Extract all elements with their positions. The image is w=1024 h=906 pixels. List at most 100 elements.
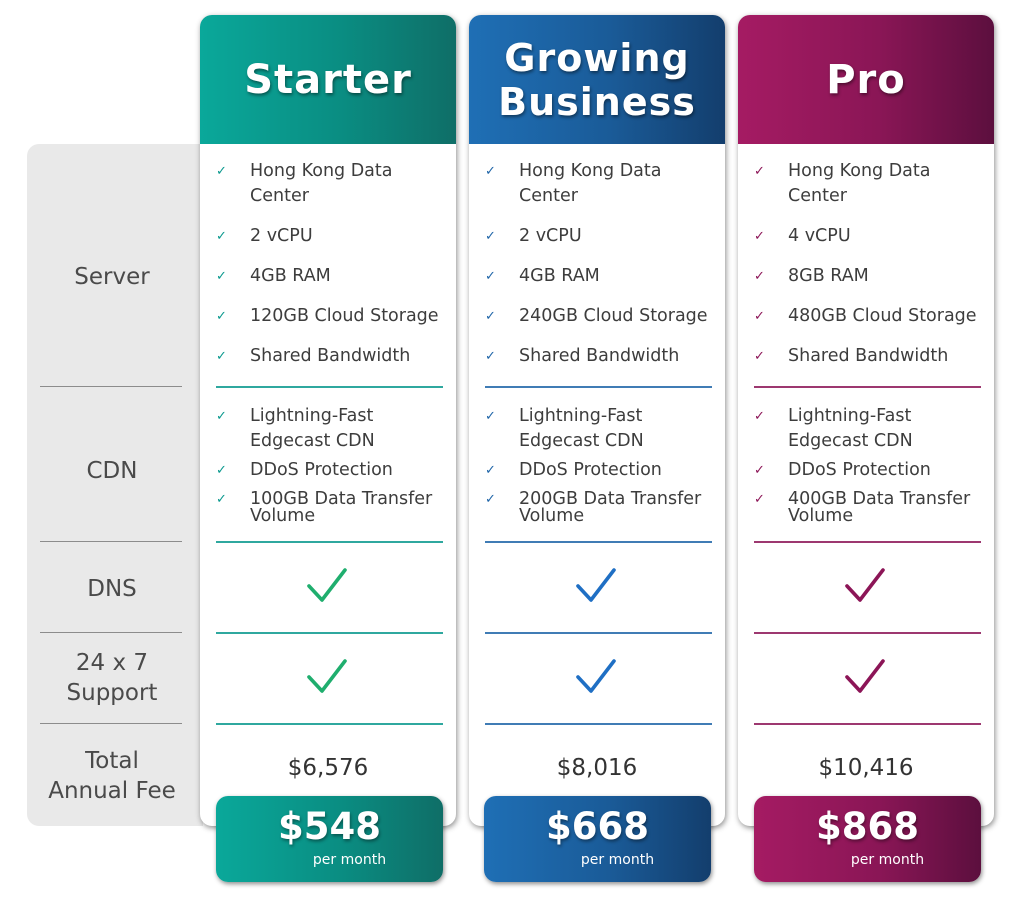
feature-text: DDoS Protection: [788, 460, 931, 480]
check-icon: ✓: [485, 164, 496, 179]
row-divider: [40, 541, 182, 542]
feature-text: 4GB RAM: [519, 266, 600, 286]
dns-check-icon: [576, 568, 616, 602]
check-icon: ✓: [485, 229, 496, 244]
price-amount: $548: [278, 805, 381, 848]
annual-fee-value: $10,416: [818, 755, 914, 781]
plan-card-pro: Pro ✓ Hong Kong Data Center ✓ 4 vCPU ✓ 8GB RAM ✓…: [738, 15, 994, 826]
row-divider: [40, 632, 182, 633]
feature-text: 120GB Cloud Storage: [250, 306, 439, 326]
row-divider: [754, 541, 981, 543]
row-divider: [40, 386, 182, 387]
check-icon: ✓: [216, 349, 227, 364]
row-label-support-line2: Support: [66, 680, 158, 706]
feature-text: 480GB Cloud Storage: [788, 306, 977, 326]
feature-text: Edgecast CDN: [250, 431, 375, 451]
feature-text: 2 vCPU: [519, 226, 582, 246]
dns-check-icon: [307, 568, 347, 602]
feature-text: Volume: [788, 506, 854, 526]
row-divider: [754, 723, 981, 725]
price-period: per month: [312, 852, 387, 868]
row-divider: [216, 723, 443, 725]
check-icon: ✓: [485, 463, 496, 478]
row-label-dns: DNS: [87, 576, 137, 602]
row-label-support-line1: 24 x 7: [75, 650, 149, 676]
feature-text: 240GB Cloud Storage: [519, 306, 708, 326]
check-icon: ✓: [754, 463, 765, 478]
row-divider: [40, 723, 182, 724]
plan-title-header: Starter: [200, 15, 456, 144]
row-divider: [754, 386, 981, 388]
row-labels-panel: Server CDN DNS 24 x 7 Support Total Annu…: [27, 144, 203, 826]
feature-text: Center: [788, 186, 847, 206]
feature-text: Lightning-Fast: [788, 406, 912, 426]
feature-text: Edgecast CDN: [519, 431, 644, 451]
price-amount: $868: [816, 805, 919, 848]
check-icon: ✓: [485, 492, 496, 507]
feature-text: DDoS Protection: [250, 460, 393, 480]
feature-text: Center: [519, 186, 578, 206]
feature-text: 100GB Data Transfer: [250, 489, 433, 509]
check-icon: ✓: [754, 309, 765, 324]
feature-text: DDoS Protection: [519, 460, 662, 480]
feature-text: Hong Kong Data: [519, 161, 662, 181]
feature-text: Volume: [250, 506, 316, 526]
feature-text: Edgecast CDN: [788, 431, 913, 451]
feature-text: 2 vCPU: [250, 226, 313, 246]
price-period: per month: [850, 852, 925, 868]
feature-text: 400GB Data Transfer: [788, 489, 971, 509]
check-icon: ✓: [485, 269, 496, 284]
feature-text: 4GB RAM: [250, 266, 331, 286]
support-check-icon: [576, 659, 616, 693]
row-divider: [216, 386, 443, 388]
row-divider: [485, 632, 712, 634]
support-check-icon: [845, 659, 885, 693]
feature-text: Shared Bandwidth: [788, 346, 949, 366]
check-icon: ✓: [216, 164, 227, 179]
check-icon: ✓: [754, 349, 765, 364]
feature-text: Hong Kong Data: [788, 161, 931, 181]
check-icon: ✓: [216, 269, 227, 284]
check-icon: ✓: [216, 309, 227, 324]
check-icon: ✓: [485, 409, 496, 424]
check-icon: ✓: [754, 229, 765, 244]
feature-text: 4 vCPU: [788, 226, 851, 246]
price-button-starter[interactable]: $548 per month: [216, 796, 443, 882]
check-icon: ✓: [485, 309, 496, 324]
price-button-growing-business[interactable]: $668 per month: [484, 796, 711, 882]
price-period: per month: [580, 852, 655, 868]
row-divider: [485, 541, 712, 543]
feature-text: Shared Bandwidth: [250, 346, 411, 366]
plan-title-line2: Business: [498, 79, 696, 124]
feature-text: Lightning-Fast: [250, 406, 374, 426]
dns-check-icon: [845, 568, 885, 602]
check-icon: ✓: [216, 463, 227, 478]
feature-text: 8GB RAM: [788, 266, 869, 286]
plan-title: Growing: [504, 35, 690, 80]
annual-fee-value: $8,016: [556, 755, 638, 781]
feature-text: Center: [250, 186, 309, 206]
row-divider: [754, 632, 981, 634]
plan-title-header: Pro: [738, 15, 994, 144]
row-label-fee-line1: Total: [85, 748, 139, 774]
check-icon: ✓: [216, 492, 227, 507]
annual-fee-value: $6,576: [287, 755, 369, 781]
row-label-server: Server: [74, 264, 150, 290]
plan-card-growing-business: Growing Business ✓ Hong Kong Data Center ✓ 2 v…: [469, 15, 725, 826]
check-icon: ✓: [754, 409, 765, 424]
price-button-pro[interactable]: $868 per month: [754, 796, 981, 882]
feature-text: Shared Bandwidth: [519, 346, 680, 366]
row-divider: [485, 386, 712, 388]
row-label-cdn: CDN: [86, 458, 138, 484]
plan-card-starter: Starter ✓ Hong Kong Data Center ✓ 2 vCPU ✓ 4GB …: [200, 15, 456, 826]
feature-text: Lightning-Fast: [519, 406, 643, 426]
row-label-fee-line2: Annual Fee: [48, 778, 176, 804]
price-amount: $668: [546, 805, 649, 848]
feature-text: Hong Kong Data: [250, 161, 393, 181]
plan-title-header: Growing Business: [469, 15, 725, 144]
plan-title: Pro: [826, 56, 906, 103]
plan-title: Starter: [244, 56, 412, 103]
row-divider: [216, 541, 443, 543]
check-icon: ✓: [754, 164, 765, 179]
check-icon: ✓: [216, 229, 227, 244]
